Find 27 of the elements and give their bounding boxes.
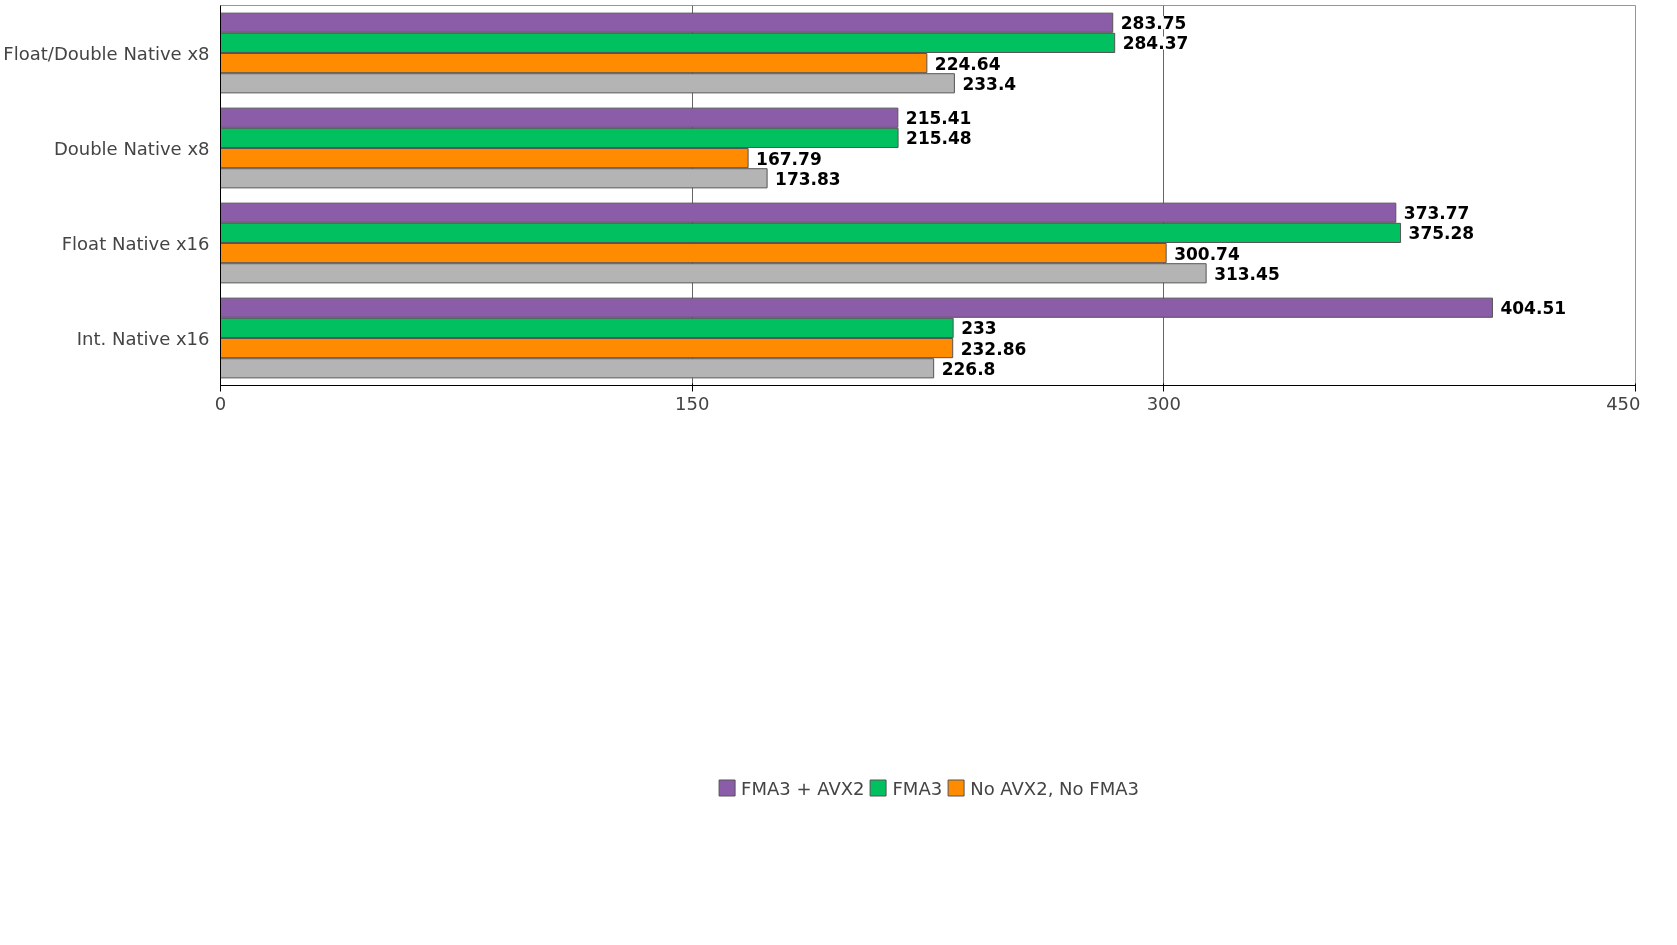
data-label: 300.74 — [1174, 243, 1240, 264]
legend-label: No AVX2, No FMA3 — [970, 777, 1139, 799]
data-label: 373.77 — [1403, 203, 1470, 224]
data-label: 224.64 — [934, 53, 1001, 74]
data-label: 284.37 — [1122, 33, 1189, 54]
legend-label: FMA3 — [892, 777, 943, 799]
data-label: 404.51 — [1500, 298, 1567, 319]
data-label: 215.48 — [906, 128, 972, 149]
data-label: 173.83 — [775, 168, 841, 189]
data-label: 233 — [961, 318, 997, 339]
data-label: 226.8 — [941, 358, 996, 379]
x-tick-label: 300 — [1146, 392, 1182, 414]
data-label: 283.75 — [1120, 13, 1187, 34]
y-tick-label: Int. Native x16 — [76, 327, 210, 349]
data-label: 375.28 — [1408, 223, 1475, 244]
x-tick-label: 150 — [674, 392, 710, 414]
data-label: 313.45 — [1214, 263, 1280, 284]
y-tick-label: Float/Double Native x8 — [3, 42, 210, 64]
data-label: 215.41 — [905, 108, 972, 129]
data-label: 233.4 — [962, 73, 1017, 94]
data-label: 167.79 — [756, 148, 822, 169]
x-tick-label: 450 — [1606, 392, 1641, 414]
x-tick-label: 0 — [214, 392, 227, 414]
data-label: 232.86 — [960, 338, 1027, 359]
y-tick-label: Double Native x8 — [53, 137, 210, 159]
y-tick-label: Float Native x16 — [61, 232, 210, 254]
legend-label: FMA3 + AVX2 — [741, 777, 865, 799]
